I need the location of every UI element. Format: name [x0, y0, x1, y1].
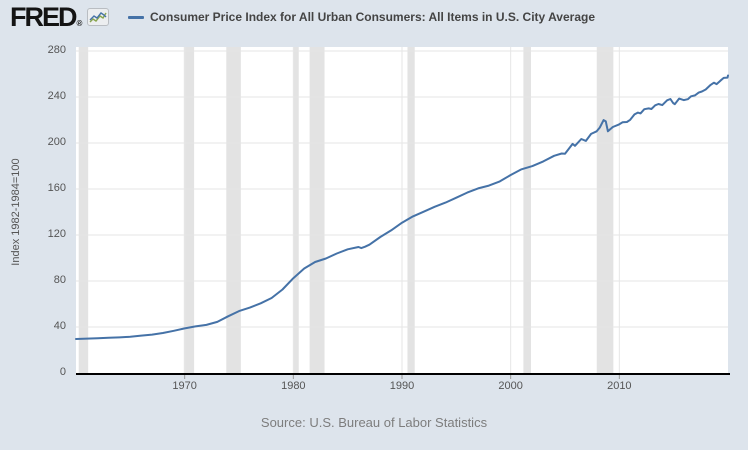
- x-axis-tick-label: 1970: [172, 380, 197, 392]
- y-axis-tick-label: 280: [47, 44, 66, 56]
- fred-logo-text: FRED: [10, 1, 77, 32]
- y-axis-tick-label: 200: [47, 136, 66, 148]
- recession-band: [226, 47, 241, 373]
- cpi-data-line: [75, 74, 729, 340]
- chart-title: Consumer Price Index for All Urban Consu…: [150, 10, 595, 24]
- recession-band: [596, 47, 614, 373]
- y-axis-tick-label: 240: [47, 90, 66, 102]
- recession-band: [293, 47, 299, 373]
- recession-band: [183, 47, 195, 373]
- registered-trademark: ®: [76, 19, 83, 28]
- source-attribution: Source: U.S. Bureau of Labor Statistics: [260, 415, 488, 430]
- recession-band: [523, 47, 531, 373]
- fred-logo[interactable]: FRED ®: [10, 1, 110, 33]
- x-axis-tick-label: 2010: [607, 380, 632, 392]
- x-axis-tick-label: 1990: [389, 380, 415, 392]
- y-axis-tick-label: 80: [53, 274, 66, 286]
- x-axis-tick-label: 2000: [498, 380, 523, 392]
- y-axis-tick-label: 160: [47, 182, 66, 194]
- y-axis-tick-label: 0: [59, 366, 66, 378]
- recession-band: [309, 47, 325, 373]
- y-axis-tick-label: 40: [53, 320, 66, 332]
- y-axis-title: Index 1982-1984=100: [10, 158, 22, 266]
- legend-line-marker: [128, 16, 144, 19]
- recession-band: [78, 47, 89, 373]
- recession-band: [407, 47, 415, 373]
- fred-sparkline-icon: [87, 2, 110, 33]
- x-axis-tick-label: 1980: [281, 380, 306, 392]
- y-axis-tick-label: 120: [47, 228, 66, 240]
